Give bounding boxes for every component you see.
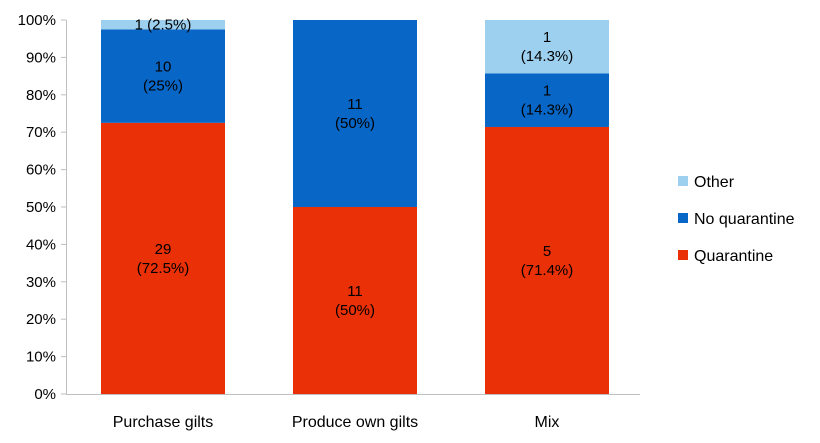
x-tick-label: Purchase gilts — [113, 414, 214, 431]
data-label: (25%) — [143, 78, 183, 95]
y-tick-label: 30% — [26, 274, 56, 291]
data-label: (72.5%) — [137, 260, 190, 277]
legend-swatch — [678, 176, 688, 186]
legend-swatch — [678, 250, 688, 260]
y-tick-label: 60% — [26, 162, 56, 179]
data-label: (50%) — [335, 115, 375, 132]
y-tick-label: 40% — [26, 236, 56, 253]
y-tick-label: 90% — [26, 49, 56, 66]
y-tick-label: 80% — [26, 87, 56, 104]
bar-segment-no-quarantine — [485, 73, 609, 127]
legend-label: No quarantine — [694, 211, 795, 228]
data-label: (50%) — [335, 302, 375, 319]
data-label: 11 — [347, 96, 363, 113]
legend: Other No quarantine Quarantine — [678, 174, 795, 265]
data-label: (14.3%) — [521, 102, 574, 119]
data-label: (71.4%) — [521, 262, 574, 279]
y-tick-label: 50% — [26, 199, 56, 216]
data-label: 1 — [543, 83, 551, 100]
legend-swatch — [678, 213, 688, 223]
data-label: 11 — [347, 283, 363, 300]
bar-segment-no-quarantine — [101, 29, 225, 123]
y-axis: 0% 10% 20% 30% 40% 50% 60% 70% 80% 90% 100% — [18, 12, 67, 403]
bar-segment-other — [485, 20, 609, 74]
bar-segment-quarantine — [293, 207, 417, 394]
data-label: 29 — [155, 241, 172, 258]
legend-label: Quarantine — [694, 248, 773, 265]
y-tick-label: 20% — [26, 311, 56, 328]
bar-segment-no-quarantine — [293, 20, 417, 207]
data-label: 1 — [543, 29, 551, 46]
data-label: 10 — [155, 59, 172, 76]
data-label: 1 (2.5%) — [135, 17, 192, 34]
y-tick-label: 70% — [26, 124, 56, 141]
x-tick-label: Mix — [535, 414, 560, 431]
data-label: (14.3%) — [521, 48, 574, 65]
y-tick-label: 10% — [26, 349, 56, 366]
data-label: 5 — [543, 243, 551, 260]
bars: 29(72.5%)10(25%)1 (2.5%)11(50%)11(50%)5(… — [101, 17, 609, 395]
x-axis: Purchase gilts Produce own gilts Mix — [66, 394, 640, 431]
legend-label: Other — [694, 174, 735, 191]
y-tick-label: 0% — [34, 386, 56, 403]
bar-segment-other — [101, 20, 225, 30]
y-tick-label: 100% — [18, 12, 56, 29]
x-tick-label: Produce own gilts — [292, 414, 418, 431]
bar-segment-quarantine — [485, 126, 609, 395]
bar-segment-quarantine — [101, 122, 225, 394]
